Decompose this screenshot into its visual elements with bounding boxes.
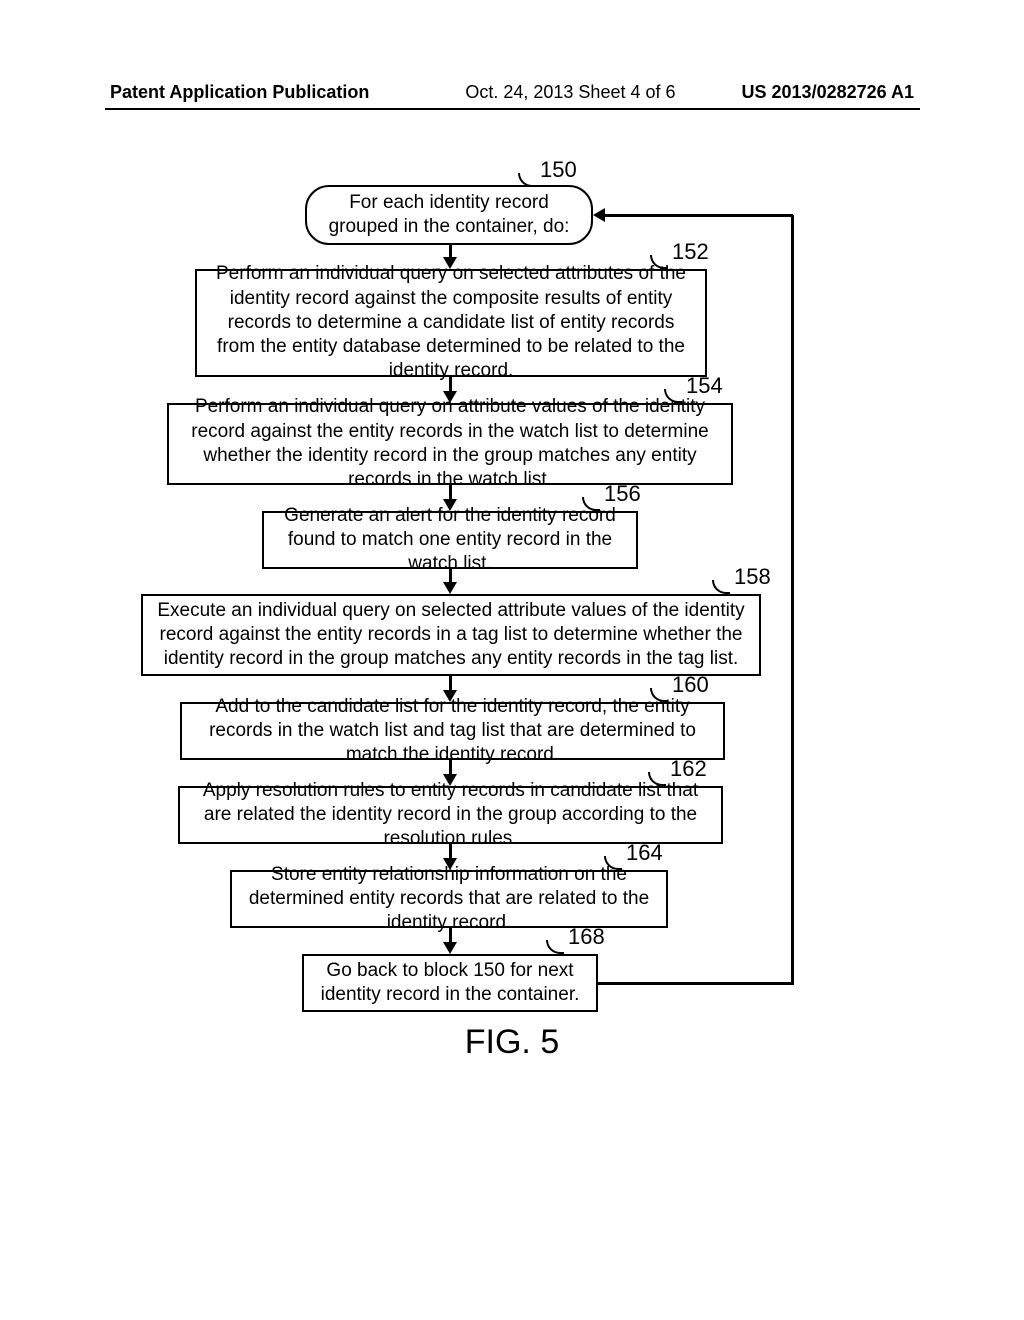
node-154-text: Perform an individual query on attribute… [179,395,721,492]
page-header: Patent Application Publication Oct. 24, … [0,82,1024,103]
feedback-line [791,215,794,985]
ref-150: 150 [540,157,577,183]
ref-hook-icon [546,940,564,954]
header-left: Patent Application Publication [110,82,369,103]
node-168: Go back to block 150 for next identity r… [302,954,598,1012]
header-rule [105,108,920,110]
node-160-text: Add to the candidate list for the identi… [192,695,713,768]
figure-label: FIG. 5 [0,1023,1024,1062]
node-152: Perform an individual query on selected … [195,269,707,377]
ref-164: 164 [626,840,663,866]
node-154: Perform an individual query on attribute… [167,403,733,485]
node-158: Execute an individual query on selected … [141,594,761,676]
header-right: US 2013/0282726 A1 [742,82,914,103]
node-168-text: Go back to block 150 for next identity r… [314,959,586,1008]
arrow-head-icon [443,942,457,954]
node-160: Add to the candidate list for the identi… [180,702,725,760]
feedback-line [605,214,793,217]
ref-158: 158 [734,564,771,590]
feedback-line [598,982,793,985]
ref-168: 168 [568,924,605,950]
node-150-text: For each identity record grouped in the … [317,191,581,240]
ref-156: 156 [604,481,641,507]
node-158-text: Execute an individual query on selected … [153,599,749,672]
arrow-head-icon [443,582,457,594]
ref-152: 152 [672,239,709,265]
node-150: For each identity record grouped in the … [305,185,593,245]
arrow-head-icon [593,208,605,222]
node-164: Store entity relationship information on… [230,870,668,928]
node-156-text: Generate an alert for the identity recor… [274,504,626,577]
ref-hook-icon [712,580,730,594]
ref-160: 160 [672,672,709,698]
node-162: Apply resolution rules to entity records… [178,786,723,844]
header-mid: Oct. 24, 2013 Sheet 4 of 6 [465,82,675,103]
ref-162: 162 [670,756,707,782]
node-156: Generate an alert for the identity recor… [262,511,638,569]
ref-154: 154 [686,373,723,399]
node-152-text: Perform an individual query on selected … [207,262,695,384]
